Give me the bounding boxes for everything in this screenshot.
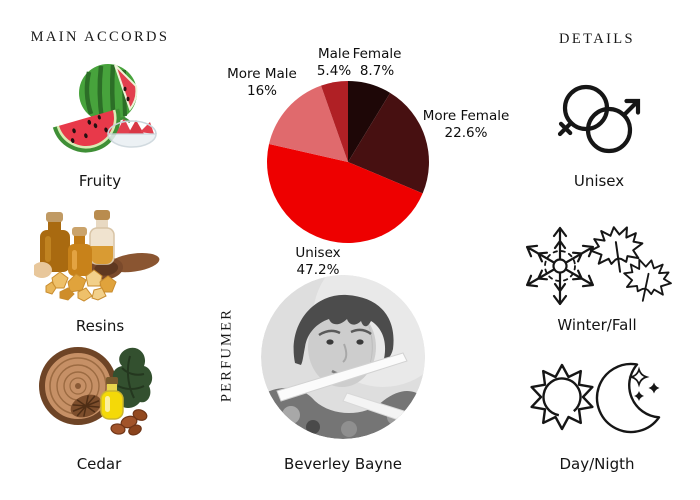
pie-slice-unisex: [267, 143, 423, 243]
main-accords-header: MAIN ACCORDS: [30, 29, 170, 45]
pie-label-female: Female 8.7%: [352, 46, 402, 79]
resins-image: [34, 210, 160, 302]
female-symbol-cross: [557, 120, 574, 137]
pie-label-more-male: More Male 16%: [227, 66, 297, 99]
unisex-icon: [557, 84, 641, 154]
detail-label-unisex: Unisex: [573, 172, 625, 190]
day-night-icon: [530, 362, 661, 434]
watermelon-image: [52, 64, 157, 153]
portrait-illustration: [261, 275, 425, 439]
male-symbol-circle: [585, 106, 633, 154]
sparkle-stars-icon: [628, 366, 660, 401]
details-header: DETAILS: [558, 31, 636, 47]
snowflake-icon: [522, 226, 598, 306]
pie-label-unisex: Unisex 47.2%: [295, 245, 341, 278]
moon-icon: [595, 362, 661, 434]
male-symbol-arrow: [621, 98, 641, 118]
gender-pie-chart: [267, 81, 429, 243]
pie-label-male: Male 5.4%: [316, 46, 352, 79]
accord-label-fruity: Fruity: [78, 172, 122, 190]
winter-fall-icon: [522, 226, 672, 306]
accord-label-resins: Resins: [75, 317, 125, 335]
perfumer-header: PERFUMER: [218, 307, 235, 403]
perfumer-photo: [261, 275, 425, 439]
pie-slice-male: [321, 81, 348, 162]
pie-slice-more-female: [348, 92, 429, 194]
cedar-image: [39, 347, 153, 436]
maple-leaf-icon: [589, 226, 644, 273]
pie-label-more-female: More Female 22.6%: [422, 108, 510, 141]
detail-label-day-night: Day/Nigth: [559, 455, 635, 473]
pie-slice-female: [348, 81, 391, 162]
detail-label-winter-fall: Winter/Fall: [557, 316, 637, 334]
pie-slice-more-male: [269, 85, 348, 162]
maple-leaf-icon: [623, 258, 672, 302]
sun-icon: [530, 363, 594, 431]
accord-label-cedar: Cedar: [76, 455, 122, 473]
perfumer-name: Beverley Bayne: [284, 455, 402, 473]
